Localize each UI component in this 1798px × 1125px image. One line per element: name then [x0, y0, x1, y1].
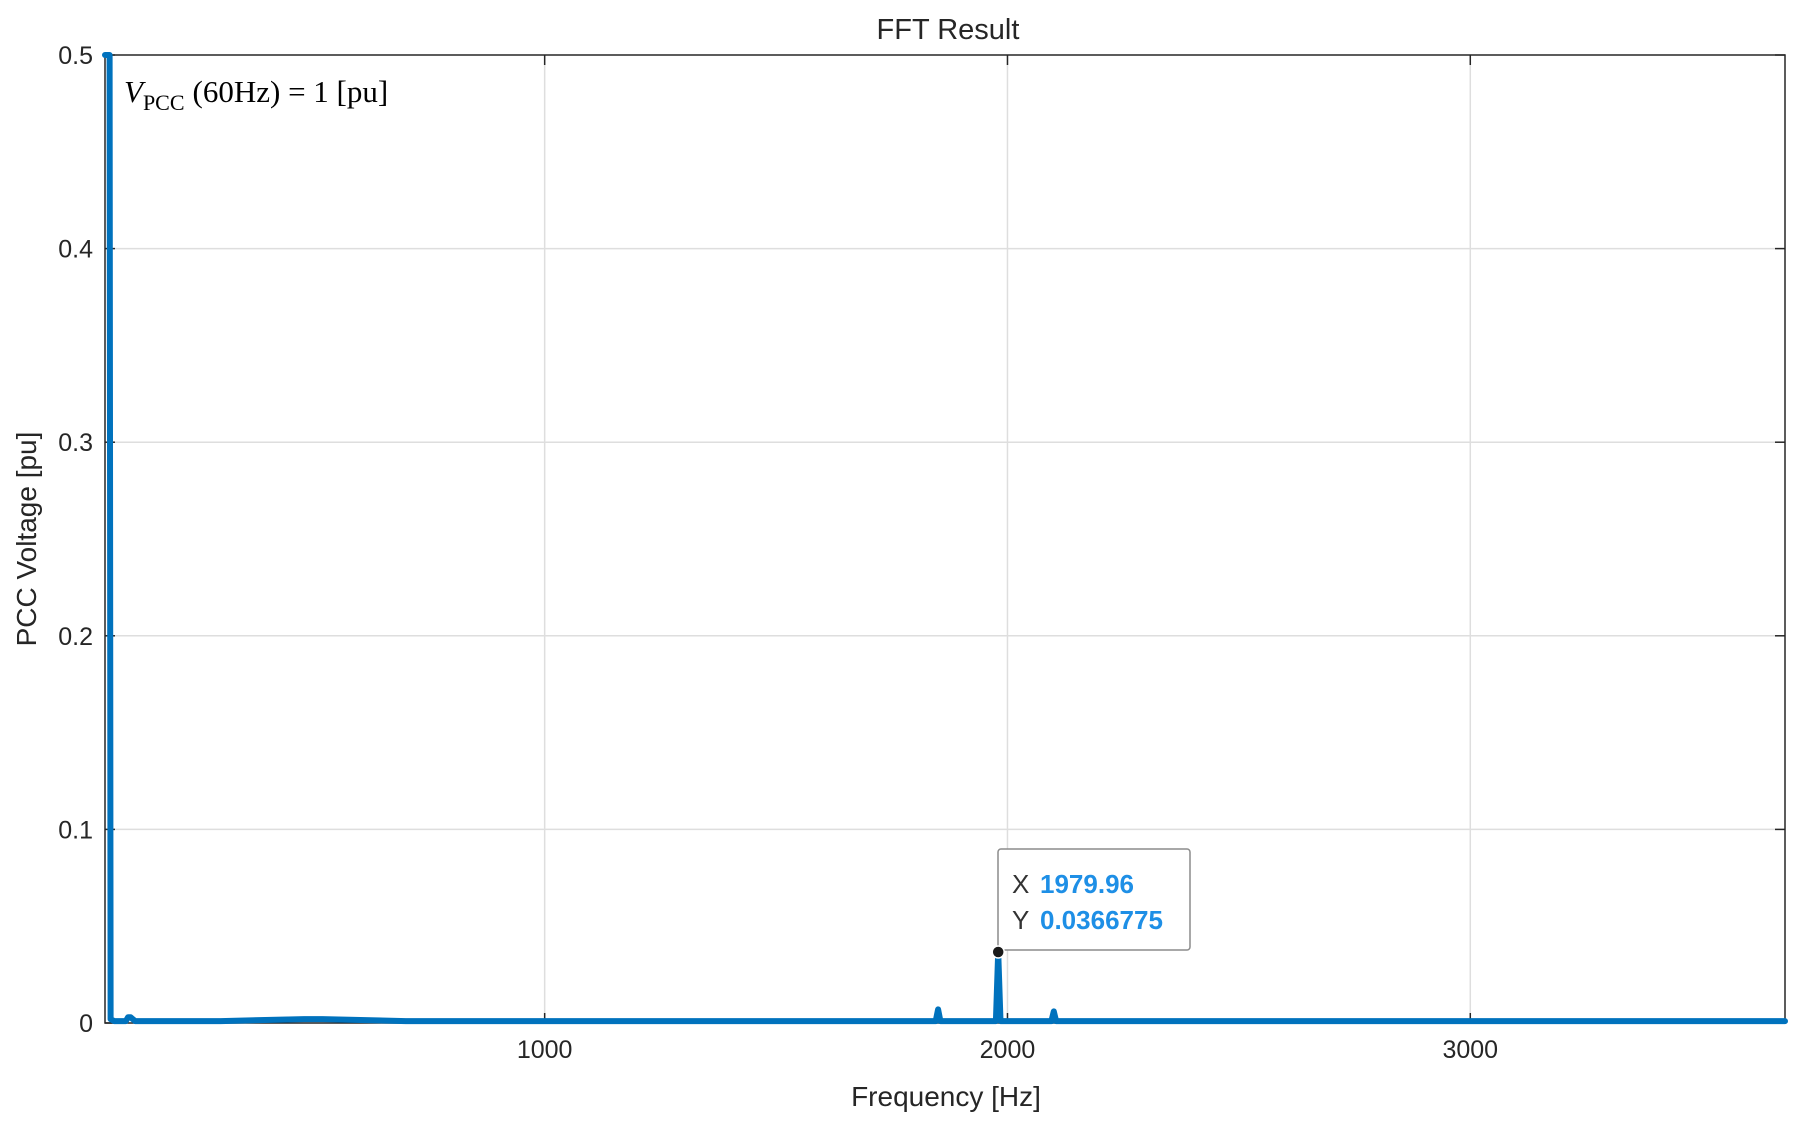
- datatip-x-key: X: [1012, 869, 1029, 899]
- annotation-symbol: V: [124, 74, 146, 109]
- datatip-marker[interactable]: [991, 945, 1005, 959]
- plot-area: [105, 55, 1785, 1023]
- x-axis-label: Frequency [Hz]: [851, 1081, 1041, 1112]
- datatip-y-value: 0.0366775: [1040, 905, 1163, 935]
- x-tick-label: 2000: [980, 1036, 1036, 1064]
- annotation-text: VPCC (60Hz) = 1 [pu]: [124, 74, 388, 115]
- grid-lines: [105, 55, 1785, 1023]
- y-tick-label: 0.3: [58, 429, 93, 457]
- y-tick-label: 0: [79, 1010, 93, 1038]
- annotation-subscript: PCC: [143, 90, 185, 115]
- datatip-x-value: 1979.96: [1040, 869, 1134, 899]
- datatip-box: [997, 848, 1191, 951]
- datatip-y-key: Y: [1012, 905, 1029, 935]
- fft-spectrum-line: [102, 52, 1788, 1025]
- annotation-rest: (60Hz) = 1 [pu]: [193, 74, 389, 109]
- tick-labels: 1000 2000 3000 0 0.1 0.2 0.3 0.4 0.5: [58, 42, 1498, 1064]
- chart-title: FFT Result: [877, 14, 1020, 46]
- x-tick-label: 3000: [1442, 1036, 1498, 1064]
- series-layer: [102, 52, 1788, 1025]
- y-tick-label: 0.1: [58, 816, 93, 844]
- x-tick-label: 1000: [517, 1036, 573, 1064]
- y-tick-label: 0.4: [58, 236, 93, 264]
- y-tick-label: 0.2: [58, 623, 93, 651]
- y-tick-label: 0.5: [58, 42, 93, 70]
- datatip[interactable]: X 1979.96 Y 0.0366775: [991, 848, 1191, 959]
- y-axis-label: PCC Voltage [pu]: [11, 432, 42, 647]
